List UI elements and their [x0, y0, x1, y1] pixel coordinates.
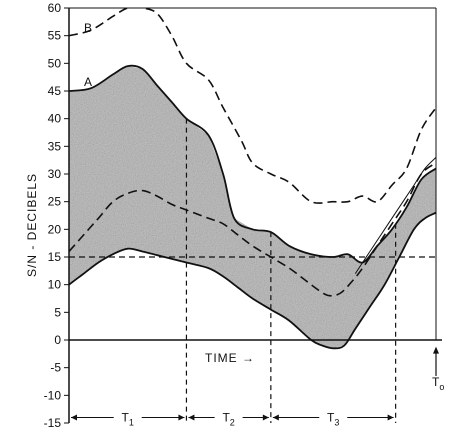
series-line-1: [69, 8, 436, 204]
y-tick-label: 55: [48, 29, 62, 43]
curve-label-a: A: [84, 75, 92, 89]
y-tick-label: -15: [44, 416, 62, 430]
arrowhead-right: [178, 414, 185, 421]
y-tick-label: 25: [48, 195, 62, 209]
y-tick-label: 10: [48, 278, 62, 292]
y-tick-label: 5: [54, 305, 61, 319]
y-tick-label: 50: [48, 56, 62, 70]
interval-label-1: T1: [122, 410, 134, 427]
end-marker-label: To: [432, 375, 444, 392]
series-line-4: [354, 157, 436, 274]
y-tick-label: 35: [48, 139, 62, 153]
shaded-band-texture: [69, 66, 436, 349]
interval-label-2: T2: [222, 410, 234, 427]
arrowhead-left: [188, 414, 195, 421]
y-tick-label: 40: [48, 112, 62, 126]
y-tick-label: 30: [48, 167, 62, 181]
series-line-0: [69, 64, 436, 264]
interval-label-3: T3: [327, 410, 339, 427]
arrowhead-right: [387, 414, 394, 421]
y-tick-label: 15: [48, 250, 62, 264]
curve-label-b: B: [84, 21, 92, 35]
y-tick-label: -5: [50, 361, 61, 375]
arrowhead-right: [262, 414, 269, 421]
y-axis-title: S/N - DECIBELS: [25, 173, 39, 277]
series-line-2: [69, 211, 436, 350]
arrowhead-left: [71, 414, 77, 421]
y-tick-label: 0: [54, 333, 61, 347]
end-marker-arrowhead: [433, 346, 439, 354]
arrowhead-left: [272, 414, 279, 421]
series-line-3: [69, 162, 436, 297]
y-tick-label: 45: [48, 84, 62, 98]
x-axis-title: TIME →: [205, 351, 255, 365]
y-tick-label: 20: [48, 222, 62, 236]
y-tick-label: -10: [44, 388, 62, 402]
y-tick-label: 60: [48, 1, 62, 15]
